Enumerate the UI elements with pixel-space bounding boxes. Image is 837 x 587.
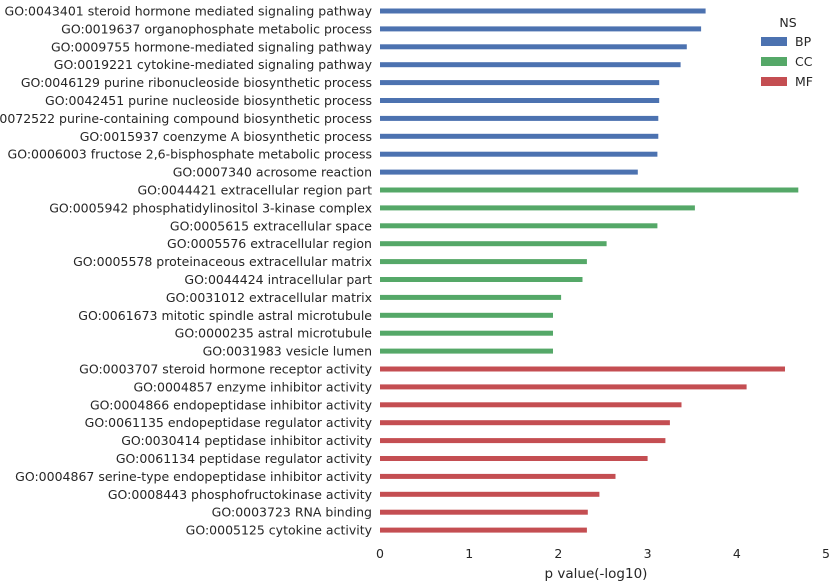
- y-tick-label: GO:0003707 steroid hormone receptor acti…: [79, 362, 372, 377]
- x-tick-label: 5: [822, 546, 830, 561]
- legend-swatch-bp: [761, 37, 787, 46]
- y-tick-label: GO:0031012 extracellular matrix: [166, 290, 372, 305]
- bar-mf: [380, 420, 670, 426]
- x-tick-label: 4: [733, 546, 741, 561]
- bar-cc: [380, 348, 553, 354]
- y-tick-label: GO:0000235 astral microtubule: [175, 326, 373, 341]
- y-tick-label: GO:0019221 cytokine-mediated signaling p…: [54, 57, 373, 72]
- bar-cc: [380, 205, 695, 211]
- bar-cc: [380, 294, 562, 300]
- bar-mf: [380, 509, 588, 515]
- y-tick-label: GO:0003723 RNA binding: [212, 505, 372, 520]
- y-tick-label: GO:0005125 cytokine activity: [186, 523, 373, 538]
- y-tick-label: GO:0009755 hormone-mediated signaling pa…: [51, 39, 373, 54]
- bar-mf: [380, 527, 587, 533]
- y-tick-label: GO:0004857 enzyme inhibitor activity: [133, 379, 372, 394]
- bar-bp: [380, 169, 638, 175]
- bar-bp: [380, 98, 660, 103]
- x-tick-label: 1: [465, 546, 473, 561]
- y-tick-label: GO:0007340 acrosome reaction: [173, 165, 372, 180]
- bar-bp: [380, 151, 658, 157]
- y-tick-label: GO:0042451 purine nucleoside biosyntheti…: [45, 93, 372, 108]
- legend-title: NS: [779, 15, 796, 30]
- y-tick-label: GO:0015937 coenzyme A biosynthetic proce…: [80, 129, 372, 144]
- bar-cc: [380, 241, 607, 247]
- legend-entries: BP CC MF: [761, 34, 813, 89]
- legend-label-bp: BP: [795, 34, 812, 49]
- y-tick-label: GO:0046129 purine ribonucleoside biosynt…: [21, 75, 372, 90]
- bar-cc: [380, 330, 553, 336]
- y-tick-label: GO:0072522 purine-containing compound bi…: [0, 111, 372, 126]
- bar-mf: [380, 491, 600, 497]
- bar-bp: [380, 26, 702, 32]
- y-tick-label: GO:0030414 peptidase inhibitor activity: [121, 433, 372, 448]
- bar-bp: [380, 62, 681, 68]
- bar-mf: [380, 473, 616, 479]
- bar-cc: [380, 259, 587, 265]
- y-tick-label: GO:0061135 endopeptidase regulator activ…: [85, 415, 373, 430]
- legend-label-cc: CC: [795, 54, 813, 69]
- y-tick-label: GO:0004867 serine-type endopeptidase inh…: [15, 469, 372, 484]
- bar-cc: [380, 277, 583, 282]
- y-tick-label: GO:0061673 mitotic spindle astral microt…: [78, 308, 372, 323]
- bar-mf: [380, 402, 682, 408]
- y-tick-label: GO:0061134 peptidase regulator activity: [116, 451, 373, 466]
- x-tick-label: 0: [376, 546, 384, 561]
- bar-mf: [380, 384, 747, 390]
- y-tick-label: GO:0019637 organophosphate metabolic pro…: [61, 21, 372, 36]
- legend-swatch-cc: [761, 57, 787, 66]
- y-axis-labels: GO:0043401 steroid hormone mediated sign…: [0, 4, 373, 538]
- bar-bp: [380, 80, 660, 86]
- y-tick-label: GO:0031983 vesicle lumen: [203, 344, 372, 359]
- bar-bp: [380, 8, 706, 14]
- x-tick-label: 3: [644, 546, 652, 561]
- y-tick-label: GO:0005615 extracellular space: [170, 218, 372, 233]
- y-tick-label: GO:0006003 fructose 2,6-bisphosphate met…: [8, 147, 372, 162]
- y-tick-label: GO:0005576 extracellular region: [167, 236, 372, 251]
- bar-bp: [380, 44, 687, 50]
- legend-label-mf: MF: [795, 74, 813, 89]
- bar-mf: [380, 366, 785, 372]
- bar-cc: [380, 312, 553, 318]
- bar-cc: [380, 187, 799, 193]
- y-tick-label: GO:0043401 steroid hormone mediated sign…: [5, 4, 373, 19]
- bar-bp: [380, 133, 659, 139]
- y-tick-label: GO:0005578 proteinaceous extracellular m…: [73, 254, 372, 269]
- y-tick-label: GO:0044421 extracellular region part: [137, 183, 372, 198]
- y-tick-label: GO:0005942 phosphatidylinositol 3-kinase…: [49, 200, 372, 215]
- bar-mf: [380, 438, 666, 444]
- legend-swatch-mf: [761, 77, 787, 86]
- x-tick-label: 2: [554, 546, 562, 561]
- y-tick-label: GO:0008443 phosphofructokinase activity: [108, 487, 373, 502]
- legend: NS BP CC MF: [761, 15, 813, 89]
- x-axis-ticks: 0 1 2 3 4 5: [376, 546, 830, 561]
- bars-layer: [380, 8, 799, 533]
- x-axis-title: p value(-log10): [545, 566, 648, 582]
- bar-bp: [380, 115, 659, 121]
- y-tick-label: GO:0044424 intracellular part: [184, 272, 372, 287]
- y-tick-label: GO:0004866 endopeptidase inhibitor activ…: [90, 397, 373, 412]
- bar-cc: [380, 223, 658, 229]
- bar-mf: [380, 456, 648, 461]
